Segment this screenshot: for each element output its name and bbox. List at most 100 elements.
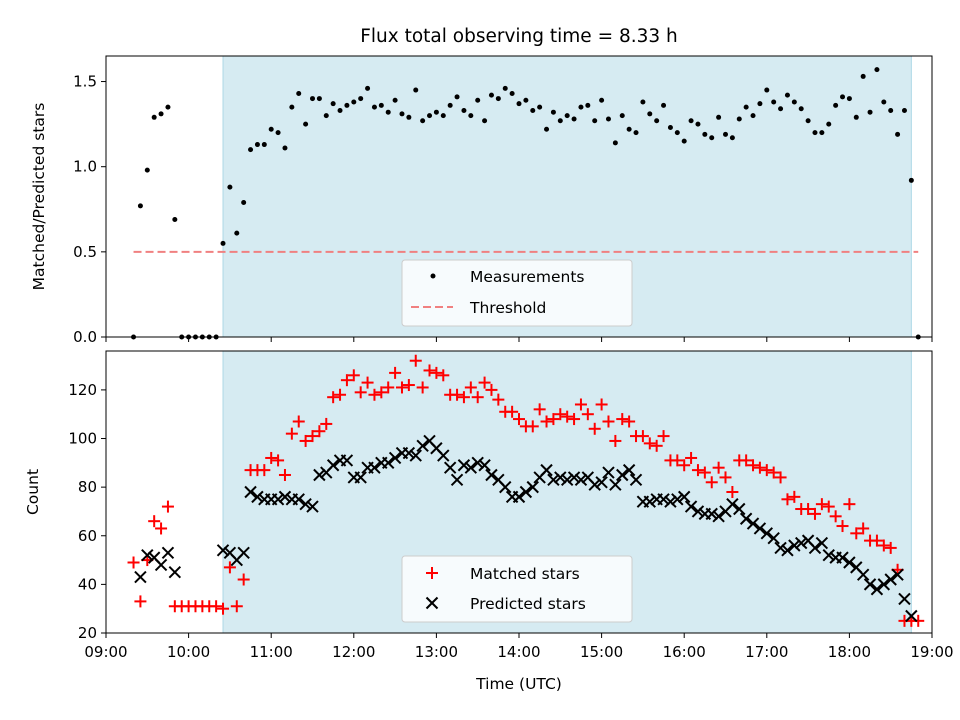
measurement-point	[661, 102, 667, 108]
predicted-star-point-b	[808, 541, 822, 555]
predicted-star-point	[340, 454, 354, 467]
predicted-star-point	[382, 456, 395, 470]
matched-star-point	[513, 413, 525, 426]
matched-star-point	[272, 454, 285, 467]
predicted-star-point-b	[251, 490, 264, 504]
matched-star-point	[588, 422, 601, 435]
measurement-point	[633, 130, 639, 136]
predicted-star-point-b	[684, 500, 698, 513]
measurement-point	[564, 113, 570, 119]
measurement-point	[351, 99, 357, 105]
legend-matched-marker	[426, 567, 438, 579]
count-y-axis-label: Count	[24, 469, 42, 515]
predicted-star-point-b	[223, 546, 237, 559]
x-tick-label: 12:00	[332, 643, 375, 661]
matched-star-point	[375, 386, 388, 399]
measurement-point	[433, 109, 439, 115]
predicted-star-point-b	[691, 505, 705, 518]
measurement-point	[137, 203, 143, 209]
predicted-star-point	[244, 485, 257, 499]
measurement-point	[867, 109, 873, 115]
measurement-point	[268, 126, 274, 132]
measurement-point	[819, 130, 825, 136]
matched-star-point	[740, 454, 753, 467]
matched-star-point	[340, 374, 353, 387]
predicted-star-point-b	[540, 463, 553, 477]
measurement-point	[454, 94, 460, 100]
predicted-star-point-b	[141, 548, 154, 562]
matched-star-point	[767, 466, 780, 479]
predicted-star-point-b	[863, 578, 877, 591]
predicted-star-point-b	[602, 466, 615, 479]
matched-star-point	[760, 464, 773, 477]
predicted-star-point	[602, 466, 615, 479]
predicted-star-point	[884, 573, 897, 586]
matched-star-point	[292, 415, 305, 428]
matched-star-point	[857, 522, 870, 535]
matched-star-point	[134, 595, 147, 608]
predicted-star-point-b	[733, 502, 746, 516]
predicted-star-point	[161, 546, 175, 559]
x-tick-label: 15:00	[580, 643, 623, 661]
measurement-point	[812, 130, 818, 136]
matched-star-point	[506, 405, 519, 418]
predicted-star-point-b	[856, 568, 870, 581]
measurement-point	[172, 216, 178, 222]
predicted-star-point	[168, 566, 182, 579]
predicted-star-point-b	[822, 548, 835, 562]
predicted-star-point-b	[891, 568, 904, 581]
measurement-point	[750, 113, 756, 119]
predicted-star-point	[691, 505, 705, 518]
predicted-star-point-b	[450, 473, 464, 487]
matched-star-point	[850, 527, 863, 540]
predicted-star-point-b	[581, 471, 595, 484]
measurement-point	[296, 90, 302, 96]
predicted-star-point-b	[443, 461, 457, 474]
predicted-star-point	[313, 468, 326, 482]
predicted-star-point	[712, 510, 725, 523]
matched-star-point	[161, 500, 174, 513]
matched-star-point	[389, 366, 402, 379]
predicted-star-point-b	[437, 449, 450, 462]
measurement-point	[440, 113, 446, 119]
measurement-point	[399, 111, 405, 117]
measurement-point	[502, 85, 508, 91]
ratio-panel: 0.0 0.5 1.0 1.5 Flux total observing time =…	[30, 26, 933, 346]
predicted-star-point-b	[609, 478, 622, 491]
measurement-point	[702, 131, 708, 137]
y-tick-label: 1.0	[73, 158, 97, 176]
matched-star-point	[299, 434, 312, 447]
y-tick-label: 80	[78, 478, 97, 496]
predicted-star-point	[671, 493, 684, 506]
matched-star-point	[526, 420, 539, 433]
matched-star-point	[609, 434, 622, 447]
predicted-star-point	[877, 578, 891, 591]
predicted-star-point	[526, 480, 539, 494]
legend-threshold-label: Threshold	[469, 299, 546, 317]
x-tick-label: 17:00	[745, 643, 788, 661]
predicted-star-point-b	[271, 493, 285, 506]
predicted-star-point-b	[154, 558, 168, 572]
y-tick-label: 20	[78, 624, 97, 642]
measurement-point	[557, 118, 563, 124]
count-panel: 20 40 60 80 100 120 09:00 10:00 11:00 12:00 13:00…	[24, 350, 954, 693]
measurement-point	[778, 106, 784, 112]
measurement-point	[901, 107, 907, 113]
predicted-star-point-b	[795, 536, 808, 550]
matched-star-point	[155, 522, 168, 535]
matched-star-point	[127, 556, 140, 569]
predicted-star-point	[870, 583, 884, 596]
matched-star-point	[870, 534, 883, 547]
predicted-star-point-b	[843, 556, 856, 569]
predicted-star-point	[354, 471, 367, 484]
matched-star-point	[478, 376, 491, 389]
measurement-point	[736, 116, 742, 122]
y-tick-label: 120	[68, 381, 97, 399]
predicted-star-point-b	[774, 541, 787, 555]
matched-star-point	[430, 366, 443, 379]
measurement-point	[234, 230, 240, 236]
predicted-star-point-b	[492, 473, 505, 487]
matched-star-point	[705, 476, 718, 489]
measurement-point	[640, 99, 646, 105]
measurement-point	[468, 113, 474, 119]
